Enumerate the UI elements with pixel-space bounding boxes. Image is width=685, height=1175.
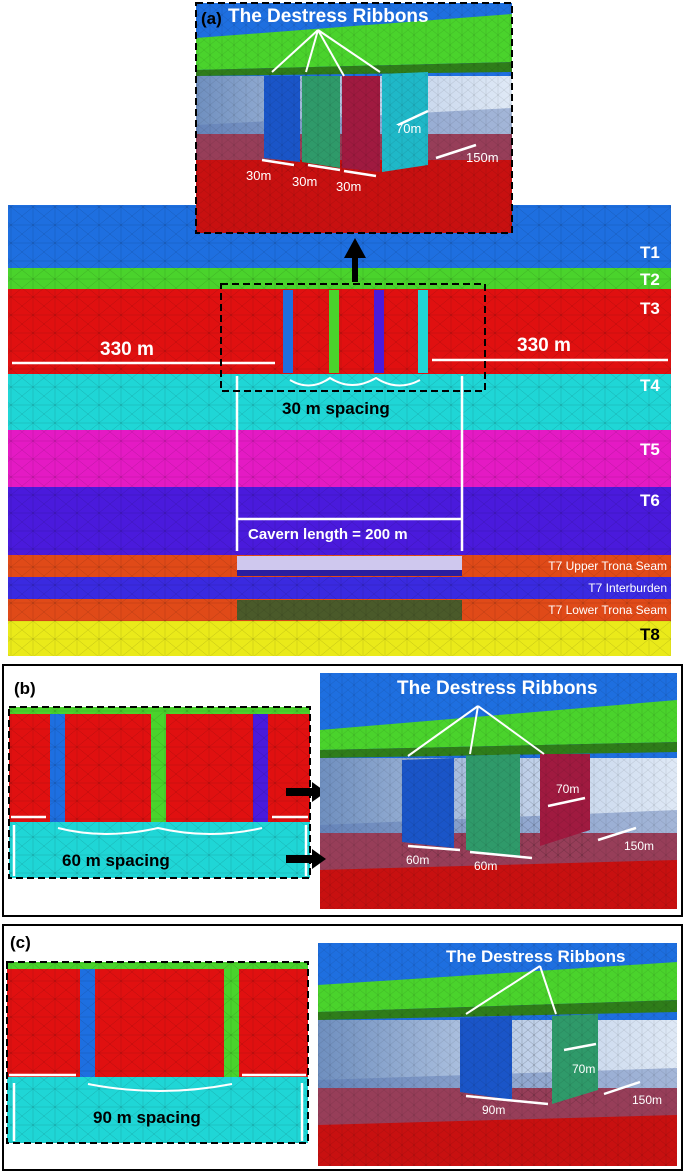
inset-b-title: The Destress Ribbons xyxy=(397,678,598,699)
label-t3: T3 xyxy=(640,299,660,318)
panel-a-section: T1 T2 T3 T4 T5 T6 T7 Upper Trona Seam T7… xyxy=(8,205,671,656)
inset-b-dim-150: 150m xyxy=(624,839,654,853)
dim-right-label: 330 m xyxy=(517,335,571,356)
dim-left-label: 330 m xyxy=(100,339,154,360)
inset-a-dim-1: 30m xyxy=(246,168,271,183)
label-t7-lower: T7 Lower Trona Seam xyxy=(548,603,667,617)
label-t7-interburden: T7 Interburden xyxy=(588,581,667,595)
inset-b-dim-70: 70m xyxy=(556,782,579,796)
label-t1: T1 xyxy=(640,243,660,262)
cavern-length-label: Cavern length = 200 m xyxy=(248,526,408,543)
label-t5: T5 xyxy=(640,440,660,459)
panel-b: (b) 60 m spacing Th xyxy=(2,664,683,917)
inset-c-title: The Destress Ribbons xyxy=(446,947,626,966)
ribbon-blue xyxy=(283,290,293,373)
inset-c-dim-90: 90m xyxy=(482,1103,505,1117)
ribbon-cyan xyxy=(418,290,428,373)
label-t8: T8 xyxy=(640,625,660,644)
spacing-label-b: 60 m spacing xyxy=(62,851,170,870)
inset-c-dim-70: 70m xyxy=(572,1062,595,1076)
panel-b-tag: (b) xyxy=(14,679,36,698)
inset-a-dim-150: 150m xyxy=(466,150,499,165)
panel-c-tag: (c) xyxy=(10,933,31,952)
label-t2: T2 xyxy=(640,270,660,289)
inset-b-dim-1: 60m xyxy=(406,853,429,867)
spacing-label-c: 90 m spacing xyxy=(93,1108,201,1127)
inset-a-dim-3: 30m xyxy=(336,179,361,194)
ribbon-purple xyxy=(374,290,384,373)
inset-c-dim-150: 150m xyxy=(632,1093,662,1107)
panel-a-inset: 30m 30m 30m 70m 150m The Destress Ribbon… xyxy=(195,2,513,234)
panel-c: (c) 90 m spacing The Destress Ribb xyxy=(2,849,683,1171)
arrow-b-icon xyxy=(286,782,326,802)
ribbon-green xyxy=(329,290,339,373)
label-t4: T4 xyxy=(640,376,660,395)
inset-b-dim-2: 60m xyxy=(474,859,497,873)
zoom-box xyxy=(220,283,486,392)
inset-a-dim-70: 70m xyxy=(396,121,421,136)
label-t6: T6 xyxy=(640,491,660,510)
arrow-c-icon xyxy=(286,849,326,869)
inset-a-title: The Destress Ribbons xyxy=(228,6,429,27)
spacing-label-a: 30 m spacing xyxy=(282,399,390,418)
zoom-arrow-icon xyxy=(344,238,366,282)
label-t7-upper: T7 Upper Trona Seam xyxy=(548,559,667,573)
panel-a-tag: (a) xyxy=(201,9,222,28)
inset-a-dim-2: 30m xyxy=(292,174,317,189)
